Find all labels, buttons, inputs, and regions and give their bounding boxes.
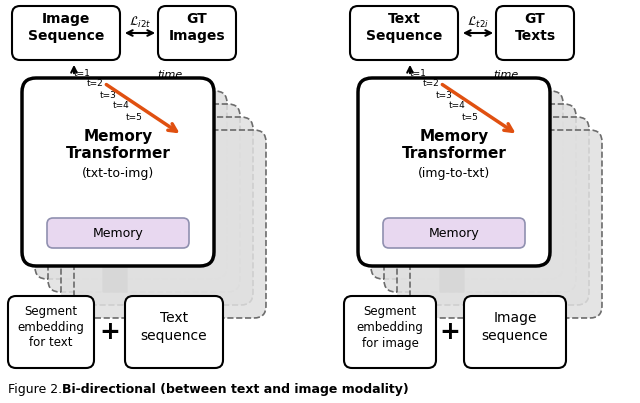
Text: Image: Image (42, 12, 90, 26)
Text: Memory: Memory (419, 129, 488, 143)
Text: $\mathcal{L}_{i2t}$: $\mathcal{L}_{i2t}$ (129, 15, 151, 29)
Text: t=5: t=5 (461, 112, 479, 121)
Text: Transformer: Transformer (65, 147, 170, 162)
Text: +: + (100, 320, 120, 344)
Text: t=3: t=3 (436, 91, 452, 100)
FancyArrowPatch shape (465, 30, 491, 36)
FancyBboxPatch shape (371, 91, 563, 279)
Text: embedding: embedding (356, 320, 424, 334)
Text: Sequence: Sequence (366, 29, 442, 43)
Text: Transformer: Transformer (401, 147, 506, 162)
Text: t=2: t=2 (422, 79, 440, 89)
FancyBboxPatch shape (158, 6, 236, 60)
Text: $\mathcal{L}_{t2i}$: $\mathcal{L}_{t2i}$ (467, 15, 489, 29)
Text: t=4: t=4 (113, 102, 129, 110)
FancyBboxPatch shape (8, 296, 94, 368)
FancyBboxPatch shape (47, 218, 189, 248)
Text: Images: Images (169, 29, 225, 43)
FancyBboxPatch shape (384, 104, 576, 292)
FancyBboxPatch shape (410, 130, 602, 318)
FancyBboxPatch shape (350, 6, 458, 60)
Text: Image: Image (493, 311, 537, 325)
FancyArrowPatch shape (442, 85, 513, 131)
Text: time: time (157, 70, 182, 80)
Polygon shape (428, 250, 476, 292)
Text: for image: for image (362, 337, 419, 349)
Text: Memory: Memory (93, 226, 143, 239)
FancyBboxPatch shape (383, 218, 525, 248)
Text: embedding: embedding (17, 320, 84, 334)
Text: t=3: t=3 (100, 91, 116, 100)
Text: time: time (493, 70, 518, 80)
FancyBboxPatch shape (35, 91, 227, 279)
Text: t=2: t=2 (86, 79, 104, 89)
Text: sequence: sequence (482, 329, 548, 343)
FancyBboxPatch shape (48, 104, 240, 292)
Text: Figure 2.: Figure 2. (8, 384, 70, 397)
Text: (img-to-txt): (img-to-txt) (418, 166, 490, 179)
Text: (txt-to-img): (txt-to-img) (82, 166, 154, 179)
FancyArrowPatch shape (71, 67, 77, 73)
Text: sequence: sequence (141, 329, 207, 343)
Text: t=4: t=4 (449, 102, 465, 110)
FancyBboxPatch shape (74, 130, 266, 318)
FancyArrowPatch shape (407, 67, 413, 73)
FancyBboxPatch shape (12, 6, 120, 60)
Text: Text: Text (388, 12, 420, 26)
Text: Segment: Segment (24, 305, 77, 318)
Text: t=1: t=1 (74, 69, 90, 77)
Text: Bi-directional (between text and image modality): Bi-directional (between text and image m… (62, 384, 409, 397)
Polygon shape (91, 250, 139, 292)
Text: t=1: t=1 (410, 69, 426, 77)
FancyBboxPatch shape (496, 6, 574, 60)
Text: for text: for text (29, 337, 73, 349)
FancyArrowPatch shape (127, 30, 153, 36)
FancyBboxPatch shape (358, 78, 550, 266)
FancyBboxPatch shape (61, 117, 253, 305)
Text: GT: GT (187, 12, 207, 26)
FancyArrowPatch shape (106, 85, 177, 131)
Text: Memory: Memory (429, 226, 479, 239)
FancyBboxPatch shape (22, 78, 214, 266)
Text: Texts: Texts (515, 29, 556, 43)
Text: +: + (440, 320, 460, 344)
Text: Segment: Segment (364, 305, 417, 318)
FancyBboxPatch shape (344, 296, 436, 368)
FancyBboxPatch shape (464, 296, 566, 368)
Text: Memory: Memory (83, 129, 152, 143)
FancyBboxPatch shape (397, 117, 589, 305)
Text: t=5: t=5 (125, 112, 143, 121)
FancyBboxPatch shape (125, 296, 223, 368)
Text: Text: Text (160, 311, 188, 325)
Text: GT: GT (525, 12, 545, 26)
Text: Sequence: Sequence (28, 29, 104, 43)
